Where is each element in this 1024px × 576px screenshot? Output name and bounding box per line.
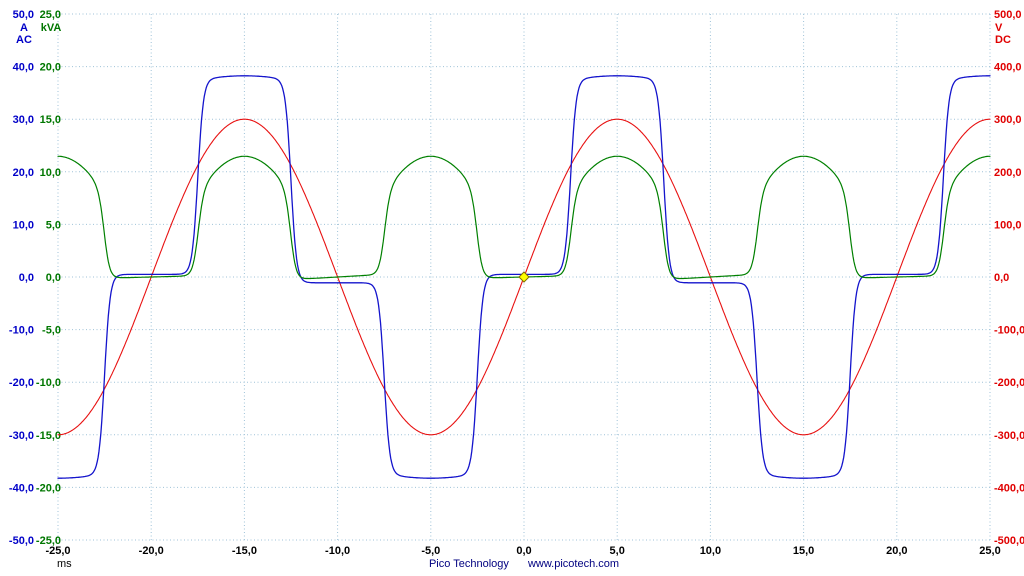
y-tick-label-current: 40,0 bbox=[13, 62, 34, 74]
y-tick-label-current: -10,0 bbox=[9, 325, 34, 337]
y-tick-label-current: -30,0 bbox=[9, 430, 34, 442]
x-tick-label: -20,0 bbox=[139, 545, 164, 557]
y-tick-label-power: -5,0 bbox=[42, 325, 61, 337]
footer-brand: Pico Technology bbox=[428, 558, 509, 570]
trigger-marker[interactable] bbox=[518, 271, 530, 283]
y-tick-label-power: 5,0 bbox=[46, 219, 61, 231]
y-tick-label-current: 0,0 bbox=[19, 272, 34, 284]
current-axis-unit-label: A bbox=[20, 22, 28, 34]
y-tick-label-current: -50,0 bbox=[9, 535, 34, 547]
y-tick-label-voltage: -200,0 bbox=[994, 377, 1024, 389]
y-tick-label-voltage: 300,0 bbox=[994, 114, 1022, 126]
footer: Pico Technology www.picotech.com bbox=[58, 558, 990, 570]
x-tick-label: 25,0 bbox=[979, 545, 1000, 557]
voltage-axis-units: V DC bbox=[995, 22, 1024, 46]
y-tick-label-current: 30,0 bbox=[13, 114, 34, 126]
y-tick-label-voltage: 400,0 bbox=[994, 62, 1022, 74]
current-axis-coupling-label: AC bbox=[16, 34, 32, 46]
y-tick-label-voltage: 0,0 bbox=[994, 272, 1009, 284]
footer-url[interactable]: www.picotech.com bbox=[527, 558, 620, 570]
y-tick-label-voltage: 500,0 bbox=[994, 9, 1022, 21]
y-tick-label-current: 10,0 bbox=[13, 219, 34, 231]
y-tick-label-current: -40,0 bbox=[9, 482, 34, 494]
x-tick-label: 10,0 bbox=[700, 545, 721, 557]
y-tick-label-voltage: -100,0 bbox=[994, 325, 1024, 337]
y-tick-label-power: -20,0 bbox=[36, 482, 61, 494]
y-tick-label-voltage: -500,0 bbox=[994, 535, 1024, 547]
voltage-axis-unit-label: V bbox=[995, 22, 1003, 34]
x-tick-label: -5,0 bbox=[421, 545, 440, 557]
voltage-axis-coupling-label: DC bbox=[995, 34, 1011, 46]
y-tick-label-current: -20,0 bbox=[9, 377, 34, 389]
y-tick-label-power: 20,0 bbox=[40, 62, 61, 74]
current-axis-units: A AC bbox=[10, 22, 38, 46]
y-tick-label-power: 10,0 bbox=[40, 167, 61, 179]
y-tick-label-voltage: 100,0 bbox=[994, 219, 1022, 231]
x-tick-label: 0,0 bbox=[516, 545, 531, 557]
y-tick-label-voltage: -400,0 bbox=[994, 482, 1024, 494]
y-tick-label-power: -10,0 bbox=[36, 377, 61, 389]
y-tick-label-current: 20,0 bbox=[13, 167, 34, 179]
y-tick-label-power: -25,0 bbox=[36, 535, 61, 547]
y-tick-label-current: 50,0 bbox=[13, 9, 34, 21]
power-axis-unit-label: kVA bbox=[40, 22, 62, 34]
y-tick-label-power: 15,0 bbox=[40, 114, 61, 126]
x-tick-label: -25,0 bbox=[45, 545, 70, 557]
power-axis-units: kVA bbox=[36, 22, 66, 34]
x-tick-label: -15,0 bbox=[232, 545, 257, 557]
x-axis-unit-label: ms bbox=[57, 558, 72, 570]
y-tick-label-voltage: 200,0 bbox=[994, 167, 1022, 179]
x-tick-label: 5,0 bbox=[610, 545, 625, 557]
y-tick-label-power: 25,0 bbox=[40, 9, 61, 21]
y-tick-label-voltage: -300,0 bbox=[994, 430, 1024, 442]
y-tick-label-power: 0,0 bbox=[46, 272, 61, 284]
x-tick-label: -10,0 bbox=[325, 545, 350, 557]
x-tick-label: 20,0 bbox=[886, 545, 907, 557]
x-tick-label: 15,0 bbox=[793, 545, 814, 557]
y-tick-label-power: -15,0 bbox=[36, 430, 61, 442]
